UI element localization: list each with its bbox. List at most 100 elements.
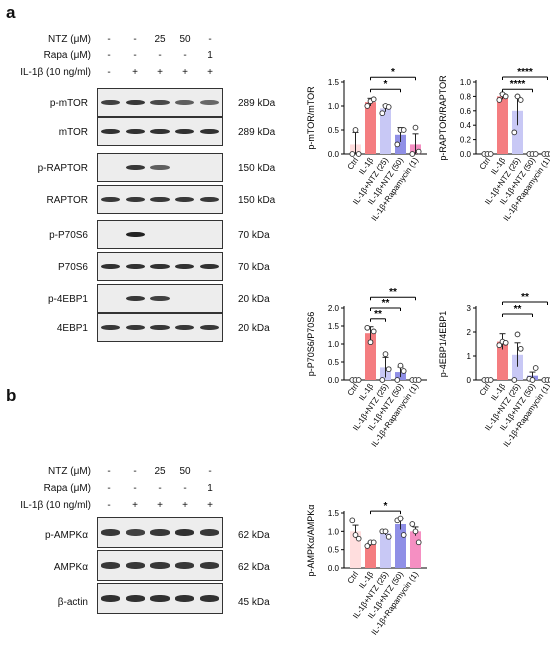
data-point [415, 148, 422, 155]
blot-band [125, 529, 145, 536]
y-tick-label: 1.0 [328, 102, 340, 111]
data-point [370, 96, 377, 103]
data-point [511, 129, 518, 136]
blot-label: mTOR [58, 127, 88, 138]
data-point [349, 517, 356, 524]
bar [365, 102, 376, 154]
y-tick-label: 0.0 [460, 150, 472, 159]
blot-label: RAPTOR [46, 195, 89, 206]
blot-band [150, 99, 170, 106]
blot-band [199, 128, 220, 135]
y-tick-label: 0.0 [328, 376, 340, 385]
bar [365, 333, 376, 380]
condition-mark: + [157, 67, 163, 78]
data-point [364, 324, 371, 331]
condition-mark: + [207, 500, 213, 511]
y-tick-label: 0.6 [460, 107, 472, 116]
y-tick-label: 1.5 [328, 509, 340, 518]
molecular-weight-label: 70 kDa [238, 262, 270, 273]
data-point [511, 377, 518, 383]
blot-label: β-actin [57, 597, 88, 608]
condition-mark: - [158, 483, 162, 494]
y-tick-label: 1.0 [460, 78, 472, 87]
bar [365, 544, 376, 568]
bar [512, 110, 523, 154]
blot-band [175, 562, 195, 569]
blot-band [175, 263, 195, 270]
condition-mark: 25 [154, 34, 166, 45]
data-point [397, 362, 404, 369]
molecular-weight-label: 70 kDa [238, 230, 270, 241]
data-point [409, 521, 416, 527]
bar-chart-p-p70s6: p-P70S6/P70S60.00.51.01.52.0CtrlIL-1βIL-… [306, 287, 427, 449]
condition-label: NTZ (μM) [48, 34, 91, 45]
molecular-weight-label: 289 kDa [238, 98, 276, 109]
condition-mark: 50 [179, 34, 191, 45]
condition-mark: - [133, 34, 137, 45]
panel-letter-a: a [6, 3, 16, 22]
y-tick-label: 2.0 [328, 304, 340, 313]
y-tick-label: 2 [467, 328, 472, 337]
condition-mark: - [107, 50, 111, 61]
condition-mark: + [207, 67, 213, 78]
blot-label: 4EBP1 [56, 323, 88, 334]
condition-mark: 1 [207, 50, 213, 61]
condition-mark: + [182, 500, 188, 511]
condition-mark: - [158, 50, 162, 61]
condition-label: NTZ (μM) [48, 466, 91, 477]
blot-band [175, 529, 195, 536]
bar [380, 108, 391, 154]
data-point [394, 377, 401, 383]
y-axis-label: p-AMPKα/AMPKα [306, 505, 316, 577]
data-point [496, 342, 503, 349]
blot-label: P70S6 [57, 262, 88, 273]
data-point [502, 93, 509, 100]
condition-mark: - [107, 483, 111, 494]
blot-band [125, 231, 145, 238]
blot-band [199, 529, 220, 536]
bar [497, 341, 508, 380]
western-blot-strip [97, 153, 223, 182]
blot-band [150, 164, 170, 171]
blot-band [199, 99, 220, 106]
blot-label: p-AMPKα [44, 530, 88, 541]
bar [395, 524, 406, 568]
blot-band [100, 324, 121, 331]
western-blot-strip [97, 252, 223, 281]
blot-band [150, 263, 170, 270]
blot-band [175, 595, 195, 602]
condition-label: IL-1β (10 ng/ml) [20, 67, 91, 78]
blot-band [150, 595, 170, 602]
condition-mark: - [208, 466, 212, 477]
western-blot-strip [97, 550, 223, 581]
blot-band [100, 529, 121, 536]
data-point [412, 124, 419, 131]
significance-label: ** [521, 292, 529, 303]
western-blot-strip [97, 517, 223, 548]
bar-chart-p-raptor: p-RAPTOR/RAPTOR 0.00.20.40.60.81.0CtrlIL-… [438, 67, 550, 223]
condition-mark: 50 [179, 466, 191, 477]
significance-label: **** [510, 79, 526, 90]
data-point [415, 377, 422, 383]
data-point [532, 365, 539, 371]
blot-band [125, 164, 145, 171]
condition-mark: - [133, 466, 137, 477]
western-blot-strip [97, 88, 223, 117]
blot-label: p-4EBP1 [47, 294, 88, 305]
blot-band [100, 263, 121, 270]
molecular-weight-label: 20 kDa [238, 294, 270, 305]
condition-mark: - [183, 483, 187, 494]
blot-band [125, 562, 145, 569]
blot-band [100, 99, 121, 106]
y-tick-label: 1.5 [328, 78, 340, 87]
blot-label: AMPKα [53, 562, 88, 573]
blot-label: p-RAPTOR [37, 163, 88, 174]
molecular-weight-label: 150 kDa [238, 195, 276, 206]
condition-mark: + [132, 500, 138, 511]
y-tick-label: 0 [467, 376, 472, 385]
y-tick-label: 3 [467, 304, 472, 313]
condition-mark: - [183, 50, 187, 61]
condition-mark: + [157, 500, 163, 511]
blot-band [125, 324, 145, 331]
